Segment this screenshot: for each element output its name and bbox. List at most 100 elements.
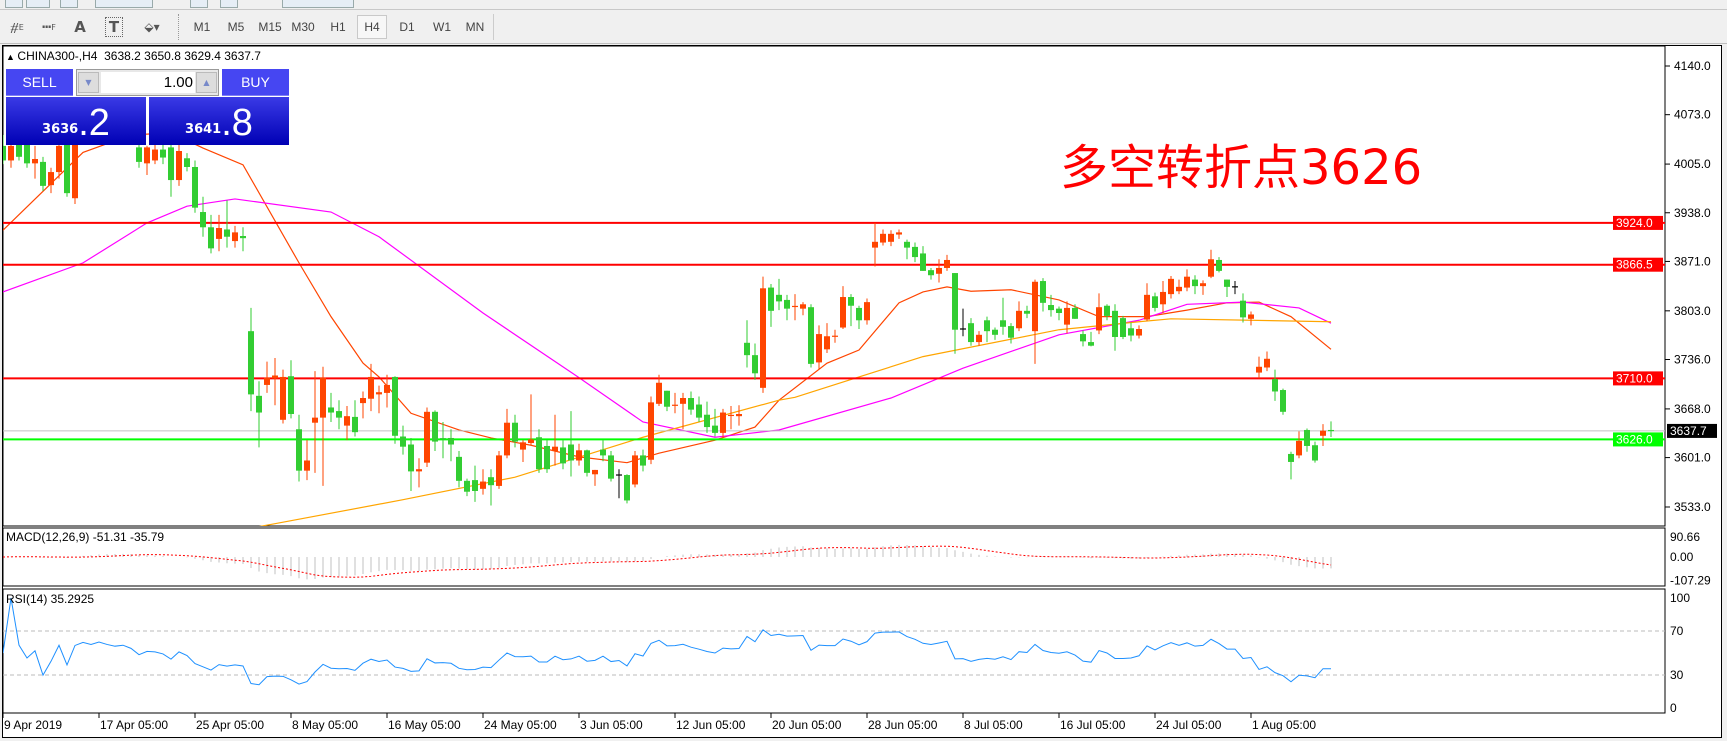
timeframe-h4[interactable]: H4 <box>357 15 387 39</box>
current-price-label: 3637.7 <box>1670 424 1707 438</box>
candle <box>504 408 510 459</box>
macd-axis: 90.66 0.00 -107.29 <box>1670 530 1711 588</box>
candle <box>568 411 574 477</box>
candle <box>960 308 966 337</box>
candle <box>320 366 326 486</box>
candle-body <box>1216 259 1222 271</box>
tool-glyph: A <box>74 18 86 36</box>
candle <box>264 361 270 393</box>
chart-annotation-text[interactable]: 多空转折点3626 <box>1060 140 1423 196</box>
candle <box>1208 249 1214 279</box>
candle <box>1272 369 1278 401</box>
timeframe-m1[interactable]: M1 <box>193 20 211 34</box>
time-tick-label: 16 May 05:00 <box>388 718 461 732</box>
timeframe-mn[interactable]: MN <box>465 20 485 34</box>
sell-price-button[interactable]: 3636 .2 <box>6 97 146 145</box>
candle <box>1000 297 1006 335</box>
price-tick-label: 4005.0 <box>1674 157 1711 171</box>
macd-panel-frame <box>2 527 1666 587</box>
candle <box>1184 269 1190 292</box>
candle-body <box>704 414 710 428</box>
toolbar-icon[interactable] <box>26 0 50 8</box>
candle-body <box>456 456 462 481</box>
candle-body <box>824 336 830 350</box>
candle <box>240 227 246 252</box>
candle-body <box>1104 305 1110 316</box>
line-studies-elliott-icon[interactable]: ⧣ E <box>4 16 30 38</box>
candle <box>432 410 438 452</box>
candle <box>912 242 918 263</box>
candle-body <box>1112 310 1118 337</box>
toolbar-icon[interactable] <box>5 0 23 8</box>
candle-body <box>896 232 902 235</box>
candle <box>544 440 550 473</box>
timeframe-m30[interactable]: M30 <box>291 20 315 34</box>
candle-body <box>744 342 750 356</box>
candle <box>1064 301 1070 334</box>
timeframe-m5[interactable]: M5 <box>227 20 245 34</box>
price-tick-label: 3668.0 <box>1674 402 1711 416</box>
text-label-icon[interactable]: T <box>102 16 126 38</box>
candle-body <box>632 455 638 485</box>
candle <box>1200 280 1206 295</box>
candle <box>1136 325 1142 339</box>
rsi-tick-label: 100 <box>1670 591 1690 605</box>
candle-body <box>232 232 238 242</box>
candle <box>296 414 302 482</box>
price-tick-label: 3803.0 <box>1674 304 1711 318</box>
candle <box>368 363 374 412</box>
candle <box>1120 315 1126 340</box>
candle-body <box>280 376 286 420</box>
candle <box>3 135 6 165</box>
candle-body <box>392 376 398 436</box>
candle <box>400 425 406 455</box>
candle-body <box>1192 279 1198 287</box>
candle <box>1304 428 1310 452</box>
toolbar-icon[interactable] <box>95 0 153 8</box>
candle-body <box>944 259 950 268</box>
timeframe-m15[interactable]: M15 <box>258 20 282 34</box>
candle <box>208 214 214 254</box>
candle <box>640 449 646 472</box>
time-tick-label: 20 Jun 05:00 <box>772 718 842 732</box>
timeframe-d1[interactable]: D1 <box>399 20 415 34</box>
candle-body <box>1048 305 1054 311</box>
zoom-icon[interactable] <box>60 0 78 8</box>
candle-body <box>688 398 694 410</box>
timeframe-w1[interactable]: W1 <box>433 20 451 34</box>
collapse-triangle-icon[interactable]: ▲ <box>6 52 18 62</box>
level-label: 3866.5 <box>1616 258 1653 272</box>
price-tick-label: 3601.0 <box>1674 451 1711 465</box>
lot-size-input[interactable]: 1.00 <box>101 72 195 93</box>
candle-body <box>1248 314 1254 319</box>
line-studies-toolbar: ⧣ E ┅ F A T ⬙▾ M1 M5 M15 M30 H1 H4 D1 W1 MN <box>0 10 1727 44</box>
text-icon[interactable]: A <box>68 16 92 38</box>
timeframe-h1[interactable]: H1 <box>330 20 346 34</box>
candle-body <box>152 149 158 161</box>
candle <box>440 421 446 459</box>
candle <box>1192 275 1198 295</box>
toolbar-icon[interactable] <box>282 0 354 8</box>
toolbar-icon[interactable] <box>190 0 208 8</box>
candle-body <box>840 297 846 328</box>
fibonacci-icon[interactable]: ┅ F <box>36 16 62 38</box>
candle <box>752 343 758 380</box>
rsi-tick-label: 0 <box>1670 701 1677 715</box>
candle-body <box>760 288 766 388</box>
candle <box>896 229 902 239</box>
sell-price-fraction: .2 <box>78 102 110 144</box>
toolbar-icon[interactable] <box>220 0 238 8</box>
candle <box>328 392 334 422</box>
candle <box>1096 293 1102 335</box>
buy-button[interactable]: BUY <box>222 69 289 96</box>
lot-increase-icon[interactable]: ▲ <box>196 72 217 93</box>
sell-button[interactable]: SELL <box>6 69 73 96</box>
lot-decrease-icon[interactable]: ▼ <box>78 72 99 93</box>
candle <box>1320 424 1326 446</box>
buy-price-button[interactable]: 3641 .8 <box>149 97 289 145</box>
candle-body <box>1320 430 1326 436</box>
candle-body <box>432 411 438 442</box>
time-tick-label: 24 May 05:00 <box>484 718 557 732</box>
arrows-icon[interactable]: ⬙▾ <box>135 16 169 38</box>
